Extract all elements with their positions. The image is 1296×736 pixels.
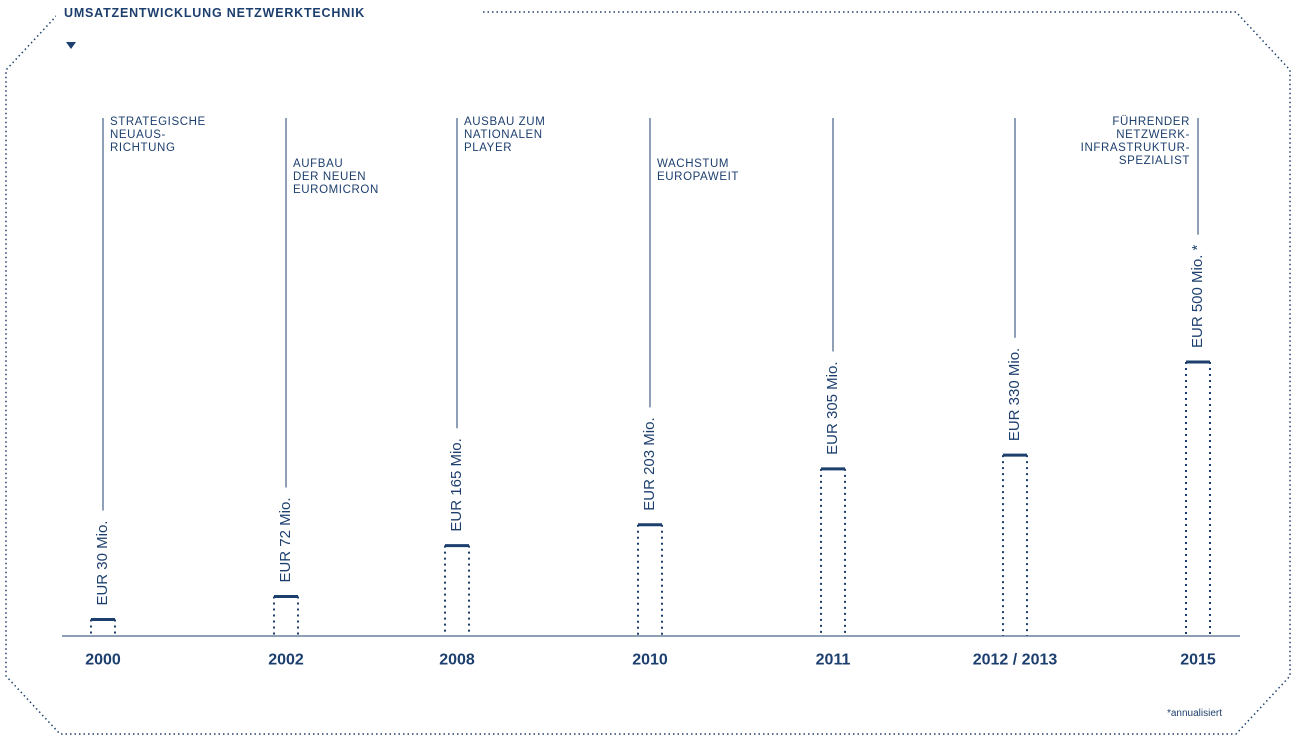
value-label: EUR 203 Mio.	[641, 417, 658, 510]
bar	[1186, 361, 1210, 637]
value-label: EUR 30 Mio.	[94, 521, 111, 606]
chart-title: UMSATZENTWICKLUNG NETZWERKTECHNIK	[64, 6, 365, 20]
value-label: EUR 165 Mio.	[448, 438, 465, 531]
phase-label: NETZWERK-	[1116, 129, 1190, 141]
phase-label: EUROPAWEIT	[657, 171, 739, 183]
phase-label: DER NEUEN	[293, 171, 366, 183]
phase-label: STRATEGISCHE	[110, 116, 206, 128]
bar	[445, 544, 469, 636]
frame	[5, 11, 1291, 735]
phase-label: INFRASTRUKTUR-	[1081, 142, 1190, 154]
phase-label: NATIONALEN	[464, 129, 543, 141]
value-label: EUR 72 Mio.	[277, 498, 294, 583]
title-bg	[56, 4, 480, 22]
x-tick-label: 2015	[1180, 651, 1216, 668]
bar	[1003, 454, 1027, 636]
x-tick-label: 2000	[85, 651, 121, 668]
value-label: EUR 500 Mio. *	[1189, 244, 1206, 348]
title-marker	[66, 42, 76, 49]
bar	[638, 523, 662, 636]
phase-label: EUROMICRON	[293, 184, 379, 196]
phase-label: NEUAUS-	[110, 129, 166, 141]
phase-label: RICHTUNG	[110, 142, 176, 154]
value-label: EUR 330 Mio.	[1006, 348, 1023, 441]
phase-label: PLAYER	[464, 142, 512, 154]
x-tick-label: 2002	[268, 651, 304, 668]
x-tick-label: 2010	[632, 651, 668, 668]
phase-label: AUSBAU ZUM	[464, 116, 545, 128]
x-tick-label: 2008	[439, 651, 475, 668]
x-tick-label: 2012 / 2013	[973, 651, 1058, 668]
footnote: *annualisiert	[1167, 708, 1222, 719]
bar	[821, 467, 845, 636]
bar	[274, 595, 298, 636]
phase-label: FÜHRENDER	[1112, 116, 1190, 128]
x-tick-label: 2011	[816, 651, 851, 668]
phase-label: SPEZIALIST	[1119, 155, 1190, 167]
value-label: EUR 305 Mio.	[824, 361, 841, 454]
phase-label: WACHSTUM	[657, 158, 729, 170]
phase-label: AUFBAU	[293, 158, 343, 170]
